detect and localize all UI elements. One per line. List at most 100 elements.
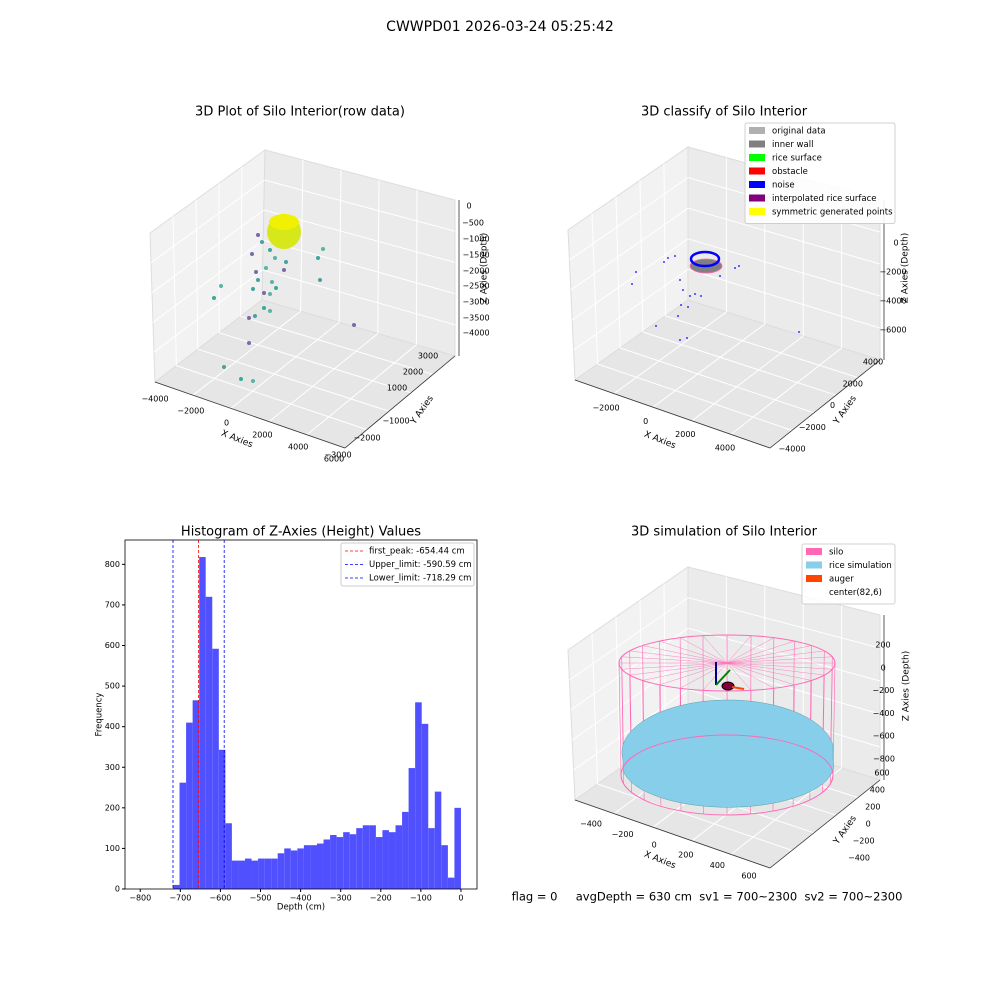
histogram-bar xyxy=(402,811,409,889)
y-tick-label: −2000 xyxy=(799,423,826,432)
histogram-bar xyxy=(290,850,298,889)
noise-point-decor xyxy=(631,283,633,285)
panel-title: 3D classify of Silo Interior xyxy=(641,105,808,120)
silo-wire-decor xyxy=(702,662,728,691)
pane-grid xyxy=(240,315,434,375)
y-tick-label: 4000 xyxy=(863,358,883,367)
z-tick-label: −2000 xyxy=(879,268,906,277)
noise-point-decor xyxy=(679,279,681,281)
noise-point-decor xyxy=(738,265,740,267)
pane-grid xyxy=(172,216,177,366)
scatter-point-decor xyxy=(264,266,268,270)
noise-point-decor xyxy=(700,295,702,297)
scatter-point-decor xyxy=(316,256,320,260)
histogram-bar xyxy=(277,853,285,889)
histogram-bar xyxy=(284,848,291,889)
x-tick-label: −400 xyxy=(580,820,602,829)
pane-grid xyxy=(152,239,264,323)
y-tick-label: 2000 xyxy=(843,379,863,388)
histogram-bar xyxy=(251,860,259,889)
histogram-bar xyxy=(336,837,344,889)
z-tick-label: −4000 xyxy=(879,297,906,306)
y-tick-label: 0 xyxy=(115,885,120,894)
silo-wire-decor xyxy=(618,662,622,776)
noise-point-decor xyxy=(694,293,696,295)
legend-swatch xyxy=(806,548,822,555)
y-tick-label: 200 xyxy=(865,803,880,812)
silo-wire-decor xyxy=(726,650,825,664)
noise-point-decor xyxy=(798,331,800,333)
axis-arrow-decor xyxy=(715,669,731,686)
pane-grid xyxy=(263,239,456,295)
histogram-bar xyxy=(225,823,232,889)
x-tick-label: −2000 xyxy=(177,407,204,416)
z-tick-label: −4000 xyxy=(462,329,489,338)
histogram-bar xyxy=(428,828,435,889)
x-tick-label: 600 xyxy=(741,872,756,881)
noise-point-decor xyxy=(674,255,676,257)
pane-grid xyxy=(642,331,837,396)
noise-point-decor xyxy=(680,304,682,306)
scatter-point-decor xyxy=(268,248,272,252)
histogram-bar xyxy=(172,884,180,889)
silo-wire-decor xyxy=(726,656,833,664)
x-axis-line xyxy=(574,379,771,449)
silo-wire-decor xyxy=(620,734,834,816)
pane-grid xyxy=(268,333,379,422)
noise-point-decor xyxy=(734,267,736,269)
silo-wire-decor xyxy=(726,662,812,681)
y-tick-label: −4000 xyxy=(778,445,805,454)
histogram-bar xyxy=(454,807,461,889)
scatter-point-decor xyxy=(268,309,272,313)
silo-wire-decor xyxy=(642,662,728,681)
z-tick-label: −200 xyxy=(872,686,894,695)
noise-point-decor xyxy=(679,339,681,341)
x-tick-label: −400 xyxy=(290,894,312,903)
pane-grid xyxy=(652,323,766,408)
z-axis-label: Z Axies (Depth) xyxy=(480,233,490,304)
z-axis-label: Z Axies (Depth) xyxy=(901,233,911,304)
scatter-point-decor xyxy=(247,316,251,320)
histogram-bar xyxy=(421,723,429,889)
histogram-bar xyxy=(395,825,403,889)
z-tick-label: −400 xyxy=(873,709,895,718)
y-tick-label: 2000 xyxy=(403,368,423,377)
histogram-bar xyxy=(179,782,187,889)
histogram-bar xyxy=(205,596,213,889)
noise-point-decor xyxy=(663,261,665,263)
x-tick-label: −500 xyxy=(250,894,272,903)
silo-wire-decor xyxy=(726,662,825,676)
pane-grid xyxy=(569,177,689,261)
silo-wire-decor xyxy=(680,637,728,664)
histogram-bar xyxy=(388,832,396,889)
silo-wire-decor xyxy=(629,662,728,676)
y-axis-line xyxy=(769,359,881,449)
surface-decor xyxy=(689,250,721,268)
silo-wire-decor xyxy=(642,645,728,664)
x-tick-label: −300 xyxy=(330,894,352,903)
pane-grid xyxy=(573,268,689,351)
legend-swatch xyxy=(749,194,765,202)
scatter-point-decor xyxy=(260,240,264,244)
x-tick-label: −800 xyxy=(129,894,151,903)
x-tick-label: −100 xyxy=(410,894,432,903)
y-tick-label: 1000 xyxy=(387,384,407,393)
silo-wire-decor xyxy=(726,637,774,664)
histogram-bar xyxy=(231,860,239,889)
scatter-point-decor xyxy=(239,377,243,381)
histogram-bar xyxy=(441,845,448,889)
y-tick-label: −400 xyxy=(848,854,870,863)
noise-point-decor xyxy=(687,306,689,308)
x-tick-label: −200 xyxy=(370,894,392,903)
legend-box xyxy=(340,542,475,587)
histogram-bar xyxy=(369,825,376,889)
x-tick-label: 0 xyxy=(458,894,463,903)
histogram-bar xyxy=(323,839,331,889)
histogram-bar xyxy=(264,858,272,889)
pane-grid xyxy=(597,363,793,431)
pane-grid xyxy=(176,365,368,431)
pane-grid xyxy=(571,238,689,321)
y-tick-label: 700 xyxy=(105,600,120,609)
y-tick-label: 0 xyxy=(830,401,835,410)
y-tick-label: 300 xyxy=(105,763,120,772)
